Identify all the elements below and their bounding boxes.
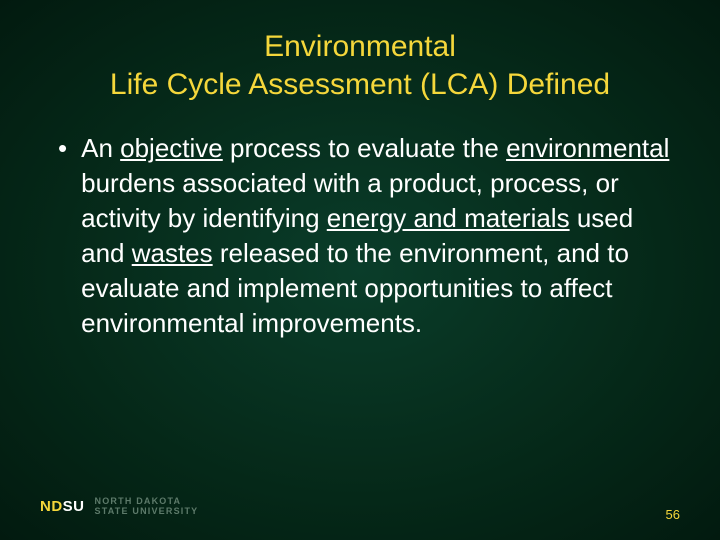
slide-title: Environmental Life Cycle Assessment (LCA… (40, 28, 680, 103)
ndsu-wordmark: NDSU (40, 498, 85, 515)
logo-full-line2: STATE UNIVERSITY (95, 507, 199, 516)
bullet-marker: • (58, 131, 67, 166)
bullet-text: An objective process to evaluate the env… (81, 131, 680, 342)
title-line-1: Environmental (264, 30, 456, 63)
logo-su: SU (63, 498, 85, 515)
title-line-2: Life Cycle Assessment (LCA) Defined (110, 68, 610, 101)
underlined-term: environmental (506, 133, 669, 163)
underlined-term: objective (120, 133, 223, 163)
ndsu-fullname: NORTH DAKOTA STATE UNIVERSITY (95, 497, 199, 516)
underlined-term: energy and materials (327, 203, 570, 233)
text-run: An (81, 133, 120, 163)
content-area: • An objective process to evaluate the e… (40, 131, 680, 342)
page-number: 56 (666, 507, 680, 522)
logo-nd: ND (40, 498, 63, 515)
underlined-term: wastes (132, 238, 213, 268)
bullet-item: • An objective process to evaluate the e… (58, 131, 680, 342)
slide: Environmental Life Cycle Assessment (LCA… (0, 0, 720, 540)
text-run: process to evaluate the (223, 133, 506, 163)
footer-logo: NDSU NORTH DAKOTA STATE UNIVERSITY (40, 497, 198, 516)
